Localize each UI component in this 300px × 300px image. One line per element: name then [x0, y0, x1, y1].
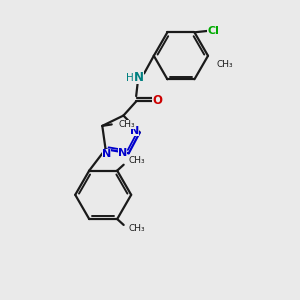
Text: N: N	[102, 149, 111, 160]
Text: CH₃: CH₃	[118, 120, 135, 129]
Text: CH₃: CH₃	[217, 59, 233, 68]
Text: H: H	[125, 73, 133, 83]
Text: N: N	[118, 148, 127, 158]
Text: N: N	[134, 71, 144, 84]
Text: CH₃: CH₃	[128, 224, 145, 233]
Text: Cl: Cl	[207, 26, 219, 36]
Text: O: O	[152, 94, 162, 107]
Text: CH₃: CH₃	[128, 156, 145, 165]
Text: N: N	[130, 126, 139, 136]
